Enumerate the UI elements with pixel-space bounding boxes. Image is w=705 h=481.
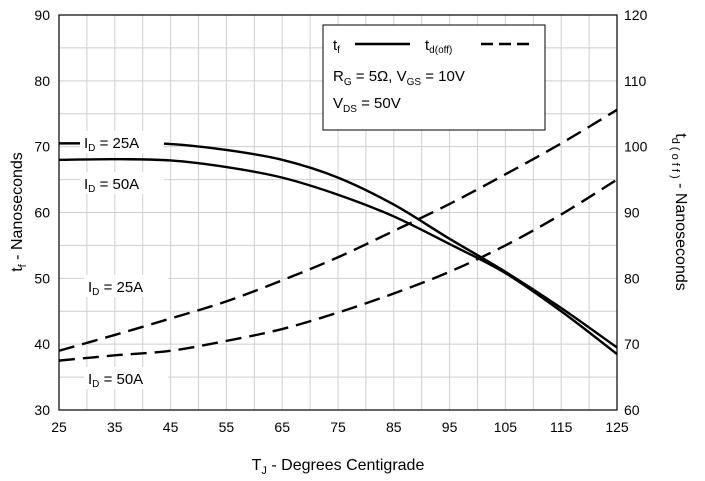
x-tick-label: 75 [330, 419, 346, 435]
legend-tf-label: tf [333, 37, 340, 56]
x-tick-label: 55 [219, 419, 235, 435]
legend-td-label: td(off) [425, 37, 452, 56]
annotation-bg [84, 367, 168, 389]
annotation-td-50a: ID = 50A [88, 371, 143, 390]
x-tick-label: 45 [163, 419, 179, 435]
y-left-tick-label: 90 [34, 7, 50, 23]
y-left-tick-label: 60 [34, 205, 50, 221]
y-left-tick-label: 80 [34, 73, 50, 89]
annotation-bg [80, 172, 164, 194]
y-right-tick-label: 60 [624, 402, 640, 418]
y-right-tick-label: 120 [624, 7, 648, 23]
x-tick-label: 25 [51, 419, 67, 435]
annotation-tf-50a: ID = 50A [84, 176, 139, 195]
legend-box [322, 24, 546, 131]
y-left-tick-label: 50 [34, 270, 50, 286]
y-left-tick-label: 70 [34, 139, 50, 155]
legend-condition-2: VDS = 50V [333, 95, 401, 115]
tick-labels: 25 35 45 55 65 75 85 95 105 115 125 30 40 50 60 70 80 90 6… [34, 7, 647, 435]
x-tick-label: 85 [386, 419, 402, 435]
y-right-tick-label: 100 [624, 139, 648, 155]
plot-frame [58, 14, 618, 411]
series-line-tf-50a [58, 157, 618, 355]
y-right-tick-label: 70 [624, 336, 640, 352]
annotation-tf-25a: ID = 25A [84, 135, 139, 154]
y-right-tick-label: 80 [624, 270, 640, 286]
annotations: ID = 25A ID = 50A ID = 25A ID = 50A [80, 131, 168, 390]
y-right-axis-title: td ( o f f ) - Nanoseconds [669, 133, 689, 290]
legend-condition-1: RG = 5Ω, VGS = 10V [333, 68, 465, 88]
x-tick-label: 105 [494, 419, 518, 435]
y-left-axis-title: tf - Nanoseconds [9, 152, 29, 272]
y-left-tick-label: 40 [34, 336, 50, 352]
y-right-tick-label: 110 [624, 73, 647, 89]
x-tick-label: 65 [274, 419, 290, 435]
y-left-tick-label: 30 [34, 402, 50, 418]
annotation-bg [80, 131, 164, 153]
series-line-tdoff-25a [58, 108, 618, 352]
x-axis-title: TJ - Degrees Centigrade [252, 457, 425, 477]
x-tick-label: 115 [550, 419, 573, 435]
series-line-tdoff-50a [58, 178, 618, 362]
annotation-td-25a: ID = 25A [88, 279, 143, 298]
annotation-bg [84, 275, 168, 297]
x-tick-label: 35 [107, 419, 123, 435]
x-tick-label: 125 [605, 419, 629, 435]
legend: tf td(off) RG = 5Ω, VGS = 10V VDS = 50V [322, 24, 546, 131]
y-right-tick-label: 90 [624, 205, 640, 221]
x-tick-label: 95 [442, 419, 458, 435]
